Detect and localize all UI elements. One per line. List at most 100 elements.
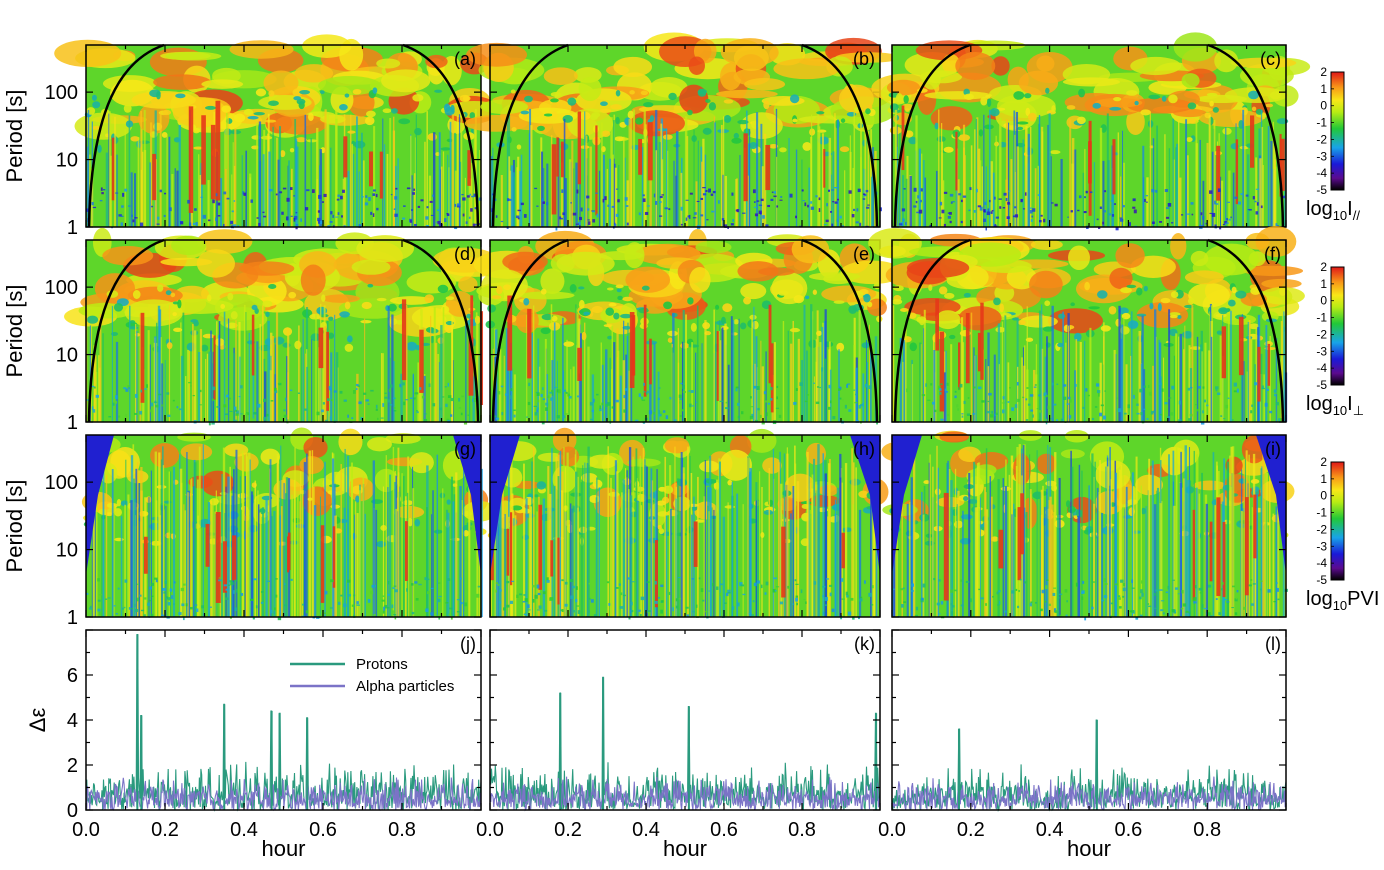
heatmap-red-streak <box>1017 507 1022 581</box>
heatmap-dot <box>537 125 545 131</box>
heatmap-speckle <box>426 206 429 209</box>
heatmap-streak <box>165 505 167 617</box>
heatmap-streak <box>1125 364 1128 422</box>
heatmap-speckle <box>640 596 645 601</box>
heatmap-speckle <box>1236 589 1239 593</box>
heatmap-dot <box>987 98 992 108</box>
heatmap-speckle <box>1087 394 1090 397</box>
heatmap-speckle <box>150 613 154 617</box>
heatmap-streak <box>301 484 304 617</box>
heatmap-blob <box>958 446 982 462</box>
heatmap-speckle <box>150 409 152 413</box>
heatmap-speckle <box>580 207 583 212</box>
heatmap-streak <box>269 370 272 422</box>
heatmap-speckle <box>244 413 248 415</box>
heatmap-speckle <box>638 212 641 216</box>
heatmap-speckle <box>141 609 145 612</box>
heatmap-streak <box>178 124 181 227</box>
heatmap-speckle <box>848 409 852 412</box>
heatmap-speckle <box>418 583 422 586</box>
heatmap-dot <box>251 304 258 311</box>
heatmap-streak <box>1229 455 1231 617</box>
heatmap-speckle <box>846 384 849 388</box>
heatmap-speckle <box>668 591 671 596</box>
heatmap-speckle <box>762 215 765 219</box>
heatmap-speckle <box>235 410 239 414</box>
heatmap-streak <box>93 345 96 422</box>
heatmap-speckle <box>192 222 196 225</box>
heatmap-speckle <box>947 215 952 219</box>
heatmap-dot <box>1248 90 1260 100</box>
heatmap-red-streak <box>1279 133 1282 197</box>
colorbar-tick-label: -3 <box>1316 539 1327 553</box>
heatmap-speckle <box>825 578 830 580</box>
heatmap-speckle <box>209 606 212 608</box>
heatmap-speckle <box>146 384 148 388</box>
heatmap-speckle <box>950 589 953 593</box>
heatmap-speckle <box>151 205 153 208</box>
heatmap-speckle <box>672 607 674 612</box>
heatmap-speckle <box>500 220 504 223</box>
heatmap-dot <box>923 480 930 485</box>
heatmap-streak <box>198 352 201 422</box>
heatmap-dot <box>629 90 635 95</box>
heatmap-speckle <box>868 385 872 390</box>
heatmap-speckle <box>430 214 434 216</box>
heatmap-speckle <box>526 416 528 418</box>
heatmap-speckle <box>718 200 720 204</box>
heatmap-speckle <box>727 589 731 594</box>
heatmap-dot <box>627 110 635 119</box>
heatmap-streak <box>362 160 365 227</box>
heatmap-streak <box>1178 336 1180 422</box>
colorbar <box>1330 461 1345 581</box>
heatmap-speckle <box>1075 384 1077 387</box>
heatmap-streak <box>179 468 183 617</box>
heatmap-streak <box>1269 335 1271 422</box>
heatmap-speckle <box>1190 202 1194 205</box>
coi-curve-right <box>402 238 480 423</box>
heatmap-speckle <box>599 405 602 409</box>
heatmap-streak <box>226 112 228 227</box>
heatmap-streak <box>256 122 259 227</box>
heatmap-dot <box>440 147 451 151</box>
heatmap-red-streak <box>201 115 206 185</box>
heatmap-streak <box>1270 140 1273 227</box>
heatmap-speckle <box>517 209 521 212</box>
heatmap-streak <box>1173 505 1176 617</box>
heatmap-speckle <box>561 579 564 582</box>
heatmap-streak <box>491 155 493 227</box>
heatmap-speckle <box>326 398 330 402</box>
heatmap-speckle <box>915 200 918 204</box>
heatmap-dot <box>220 303 226 310</box>
heatmap-streak <box>1071 466 1074 617</box>
heatmap-dot <box>809 128 816 136</box>
heatmap-streak <box>442 151 445 227</box>
heatmap-red-streak <box>768 304 772 384</box>
heatmap-dot <box>445 324 453 334</box>
heatmap-streak <box>342 178 345 227</box>
heatmap-speckle <box>495 582 499 584</box>
heatmap-streak <box>584 111 586 227</box>
heatmap-streak <box>786 453 789 617</box>
heatmap-blob <box>746 428 777 453</box>
heatmap-dot <box>901 103 914 111</box>
heatmap-blob <box>502 251 548 272</box>
heatmap-panel-h <box>487 427 889 620</box>
heatmap-speckle <box>1133 209 1137 214</box>
heatmap-speckle <box>953 589 957 592</box>
colorbar-title-sub: 10 <box>1333 403 1347 418</box>
heatmap-dot <box>1109 106 1122 111</box>
heatmap-speckle <box>1122 587 1126 592</box>
heatmap-speckle <box>333 390 337 393</box>
heatmap-streak <box>870 473 872 617</box>
heatmap-speckle <box>389 403 393 406</box>
heatmap-speckle <box>822 611 825 615</box>
heatmap-red-streak <box>506 528 510 576</box>
heatmap-speckle <box>973 210 976 213</box>
panel-label: (a) <box>454 49 476 69</box>
heatmap-speckle <box>1099 206 1102 209</box>
heatmap-speckle <box>511 580 515 582</box>
heatmap-speckle <box>1104 390 1106 392</box>
heatmap-speckle <box>1233 390 1237 393</box>
heatmap-speckle <box>537 609 541 611</box>
